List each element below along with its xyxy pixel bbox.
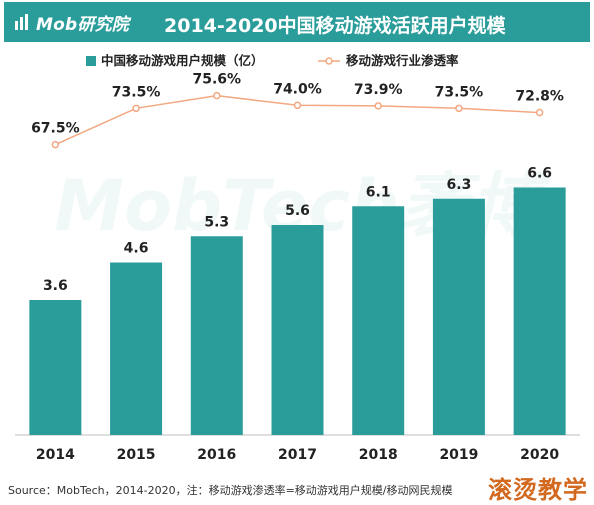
line-point-2014 [51,140,60,149]
bar-2014 [29,300,82,435]
bar-value-label-2020: 6.6 [527,166,552,182]
x-tick-label-2015: 2015 [117,447,156,463]
x-tick-label-2016: 2016 [197,447,236,463]
bar-2018 [352,206,405,435]
bar-2016 [190,236,243,435]
x-tick-label-2020: 2020 [520,447,559,463]
legend-swatch-bar [86,56,96,66]
line-value-label-2016: 75.6% [192,72,241,88]
x-tick-label-2019: 2019 [439,447,478,463]
x-tick-label-2017: 2017 [278,447,317,463]
bar-2020 [513,187,566,435]
bar-value-label-2017: 5.6 [285,203,310,219]
legend-label-bar: 中国移动游戏用户规模（亿） [101,53,264,68]
bar-value-label-2014: 3.6 [43,278,68,294]
line-point-2019 [455,104,463,113]
bar-value-label-2016: 5.3 [204,214,229,230]
line-point-2020 [535,108,544,117]
legend-label-line: 移动游戏行业渗透率 [346,53,459,68]
line-value-label-2015: 73.5% [112,84,161,100]
bar-2017 [271,225,324,435]
mob-logo: Mob研究院 [14,10,129,35]
chart-title: 2014-2020中国移动游戏活跃用户规模 [164,15,506,37]
source-note: Source：MobTech，2014-2020，注：移动游戏渗透率=移动游戏用… [8,484,453,497]
corner-watermark: 滚烫教学 [488,476,588,504]
bar-2019 [432,198,485,435]
line-point-2016 [213,91,221,100]
x-tick-label-2014: 2014 [36,447,75,463]
line-point-2018 [374,102,382,110]
line-value-label-2019: 73.5% [435,84,484,100]
legend-marker-line [325,57,333,65]
line-point-2015 [132,104,140,113]
line-value-label-2020: 72.8% [515,89,564,105]
chart-header: Mob研究院 2014-2020中国移动游戏活跃用户规模 [4,2,590,42]
line-value-label-2018: 73.9% [354,82,403,98]
bar-2015 [110,262,163,435]
bar-value-label-2015: 4.6 [124,241,149,257]
line-value-label-2014: 67.5% [31,121,80,137]
line-point-2017 [293,101,302,110]
bar-value-label-2019: 6.3 [447,177,472,193]
bar-value-label-2018: 6.1 [366,184,391,200]
logo-text: Mob研究院 [36,14,129,35]
mob-logo-icon [14,13,30,31]
x-tick-label-2018: 2018 [359,447,398,463]
line-value-label-2017: 74.0% [273,81,322,97]
